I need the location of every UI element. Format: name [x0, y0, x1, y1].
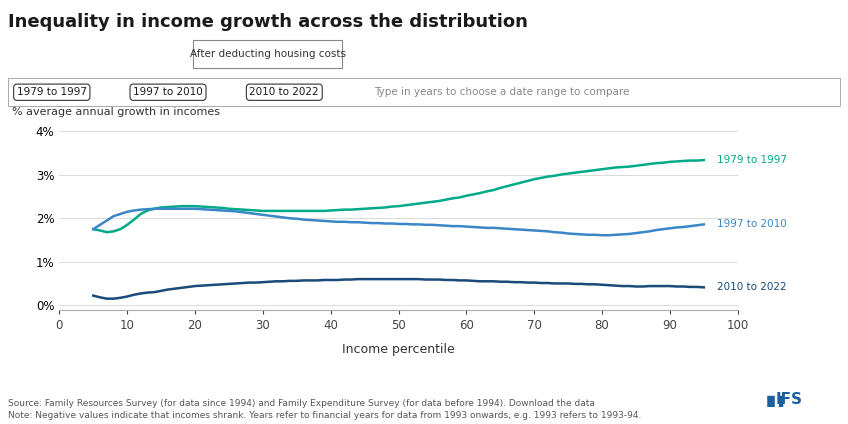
Text: Source: Family Resources Survey (for data since 1994) and Family Expenditure Sur: Source: Family Resources Survey (for dat… — [8, 399, 642, 420]
Text: 1979 to 1997: 1979 to 1997 — [17, 87, 86, 97]
Text: After deducting housing costs: After deducting housing costs — [190, 49, 345, 59]
Text: 2010 to 2022: 2010 to 2022 — [249, 87, 319, 97]
Text: 2010 to 2022: 2010 to 2022 — [717, 282, 787, 293]
Text: IFS: IFS — [775, 392, 802, 407]
X-axis label: Income percentile: Income percentile — [343, 343, 455, 356]
Text: Before deducting housing costs: Before deducting housing costs — [6, 49, 193, 59]
Text: 1997 to 2010: 1997 to 2010 — [717, 219, 787, 229]
Text: ▐▌▌: ▐▌▌ — [763, 396, 789, 407]
Text: Type in years to choose a date range to compare: Type in years to choose a date range to … — [374, 87, 629, 97]
Text: 1979 to 1997: 1979 to 1997 — [717, 155, 788, 165]
Text: 1997 to 2010: 1997 to 2010 — [133, 87, 203, 97]
Text: % average annual growth in incomes: % average annual growth in incomes — [12, 107, 220, 117]
Text: Inequality in income growth across the distribution: Inequality in income growth across the d… — [8, 13, 528, 31]
